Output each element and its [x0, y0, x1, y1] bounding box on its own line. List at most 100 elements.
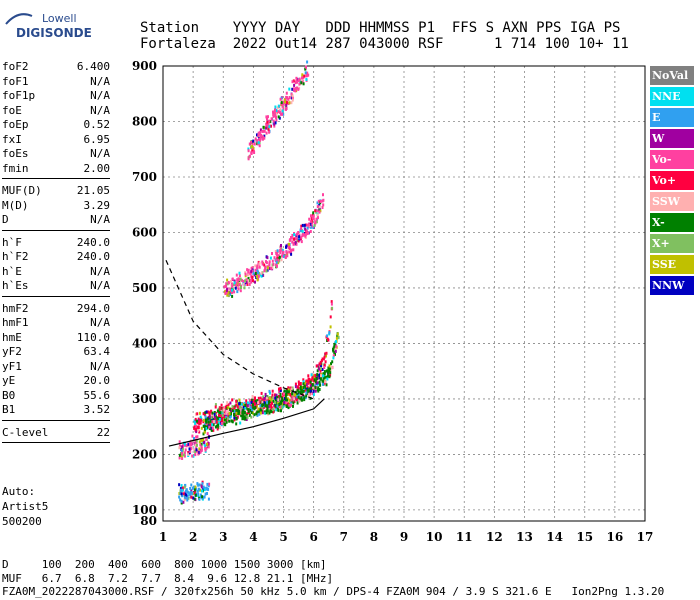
- echo-dot: [322, 203, 325, 207]
- echo-dot: [291, 96, 294, 100]
- echo-dot: [209, 419, 212, 423]
- echo-dot: [232, 283, 235, 287]
- echo-dot: [258, 138, 261, 141]
- echo-dot: [326, 369, 329, 373]
- echo-dot: [243, 401, 246, 405]
- echo-dot: [297, 380, 300, 384]
- echo-dot: [180, 501, 183, 505]
- echo-dot: [275, 119, 278, 122]
- echo-dot: [234, 286, 237, 290]
- echo-dot: [197, 487, 200, 491]
- echo-dot: [283, 389, 286, 393]
- echo-dot: [251, 403, 254, 407]
- echo-dot: [284, 399, 287, 403]
- echo-dot: [251, 266, 254, 270]
- echo-dot: [297, 87, 300, 91]
- param-value: N/A: [90, 213, 110, 226]
- echo-dot: [242, 279, 245, 283]
- echo-dot: [187, 442, 190, 446]
- echo-dot: [266, 120, 269, 124]
- echo-dot: [316, 213, 319, 217]
- echo-dot: [258, 144, 261, 148]
- echo-dot: [217, 407, 220, 411]
- echo-dot: [307, 381, 310, 385]
- echo-dot: [231, 294, 234, 298]
- echo-dot: [334, 347, 337, 351]
- echo-dot: [324, 352, 327, 356]
- echo-dot: [275, 262, 278, 266]
- echo-dot: [311, 392, 314, 396]
- param-key: foF1p: [2, 89, 36, 102]
- echo-dot: [273, 256, 276, 260]
- echo-dot: [322, 357, 325, 361]
- echo-dot: [205, 410, 208, 414]
- echo-dot: [274, 108, 276, 112]
- param-key: B1: [2, 403, 16, 416]
- echo-dot: [306, 71, 309, 75]
- echo-dot: [200, 448, 203, 452]
- echo-dot: [227, 403, 230, 407]
- echo-dot: [248, 282, 251, 286]
- echo-dot: [202, 485, 205, 489]
- echo-dot: [244, 416, 247, 420]
- echo-dot: [199, 418, 202, 422]
- param-key: foF1: [2, 74, 29, 88]
- echo-dot: [245, 281, 248, 284]
- echo-dot: [233, 406, 236, 410]
- echo-dot: [229, 287, 232, 291]
- echo-dot: [266, 404, 269, 408]
- echo-dot: [244, 272, 247, 276]
- echo-dot: [324, 360, 327, 364]
- echo-dot: [184, 492, 187, 496]
- echo-dot: [279, 394, 282, 398]
- x-tick-label: 11: [456, 530, 473, 544]
- echo-dot: [261, 260, 264, 264]
- echo-dot: [250, 141, 252, 144]
- echo-dot: [295, 80, 298, 84]
- echo-dot: [246, 404, 249, 408]
- x-tick-label: 8: [370, 530, 378, 544]
- echo-dot: [256, 268, 259, 272]
- echo-dot: [316, 369, 319, 373]
- echo-dot: [247, 277, 250, 280]
- echo-dot: [282, 254, 285, 258]
- echo-dot: [318, 210, 321, 214]
- echo-dot: [199, 488, 202, 492]
- echo-dot: [300, 79, 303, 83]
- echo-dot: [216, 409, 219, 413]
- echo-dot: [186, 494, 189, 498]
- echo-dot: [178, 446, 181, 450]
- echo-dot: [203, 425, 206, 428]
- echo-dot: [316, 388, 319, 392]
- echo-dot: [323, 355, 326, 359]
- param-value: 20.0: [83, 374, 111, 387]
- echo-dot: [310, 219, 313, 223]
- echo-dot: [321, 357, 324, 361]
- echo-dot: [230, 411, 232, 415]
- echo-dot: [279, 108, 282, 112]
- echo-dot: [204, 423, 207, 427]
- echo-dot: [277, 110, 280, 114]
- echo-dot: [259, 128, 262, 132]
- echo-dot: [270, 117, 273, 121]
- echo-dot: [204, 424, 207, 428]
- echo-dot: [301, 73, 304, 77]
- echo-dot: [252, 399, 255, 403]
- x-tick-label: 7: [340, 530, 348, 544]
- echo-dot: [290, 101, 293, 105]
- echo-dot: [278, 255, 281, 259]
- echo-dot: [301, 229, 304, 233]
- echo-dot: [269, 120, 272, 124]
- param-key: yE: [2, 374, 16, 387]
- echo-dot: [294, 396, 297, 399]
- echo-dot: [247, 279, 250, 283]
- echo-dot: [217, 423, 219, 427]
- echo-dot: [268, 403, 271, 407]
- echo-dot: [335, 344, 338, 348]
- echo-dot: [236, 405, 239, 409]
- echo-dot: [288, 398, 291, 402]
- echo-dot: [299, 229, 302, 233]
- echo-dot: [261, 262, 264, 266]
- echo-dot: [296, 239, 299, 243]
- echo-dot: [237, 287, 240, 291]
